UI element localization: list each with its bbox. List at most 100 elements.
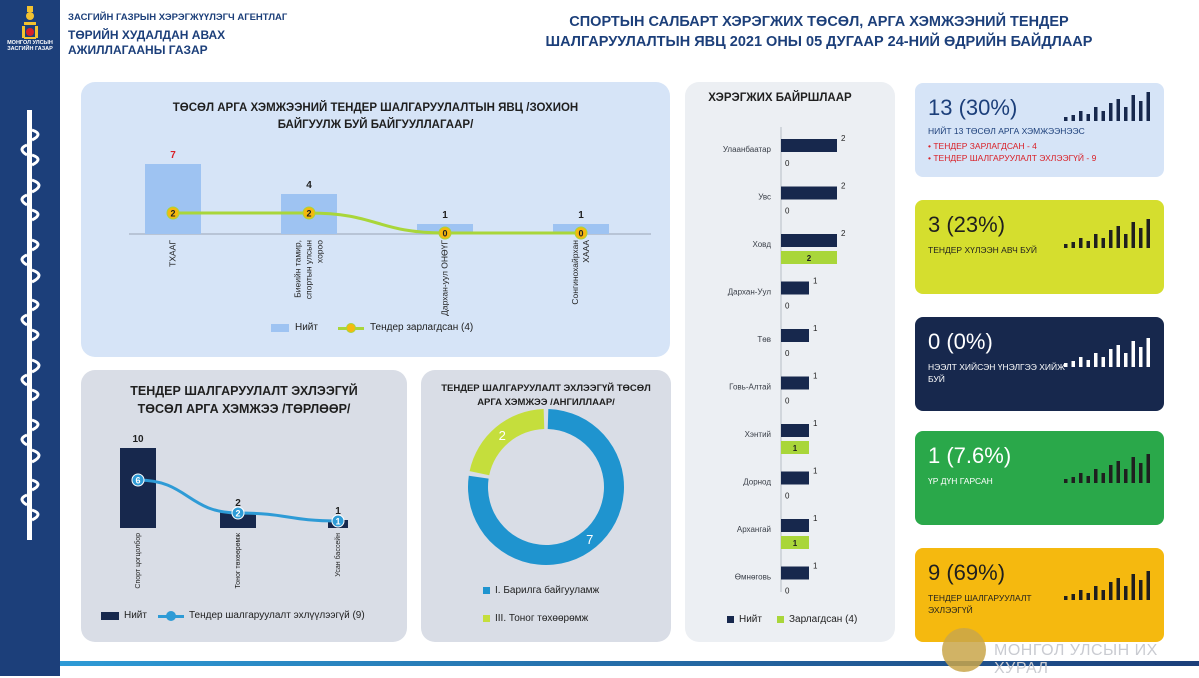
data-label-total: 4 (306, 180, 312, 191)
org-progress-panel: ТӨСӨЛ АРГА ХЭМЖЭЭНИЙ ТЕНДЕР ШАЛГАРУУЛАЛТ… (81, 82, 670, 357)
category-label: Архангай (737, 525, 771, 534)
legend-swatch-total-2 (101, 611, 119, 620)
bar-signal-icon (1064, 454, 1150, 483)
type-legend: Нийт Тендер шалгаруулалт эхлүүлээгүй (9) (101, 610, 365, 621)
category-label: Спорт цогцолбор (134, 533, 142, 589)
type-panel-title-line1: ТЕНДЕР ШАЛГАРУУЛАЛТ ЭХЛЭЭГҮЙ (130, 384, 358, 398)
category-label: Биеийн тамир, (292, 240, 302, 298)
legend-building-label: I. Барилга байгууламж (495, 585, 600, 596)
kpi-card-not-started: 9 (69%) ТЕНДЕР ШАЛГАРУУЛАЛТ ЭХЛЭЭГҮЙ (915, 548, 1164, 642)
signal-bar (1131, 457, 1135, 483)
watermark-text: МОНГОЛ УЛСЫН ИХ ХУРАЛ (994, 642, 1158, 677)
category-panel-title-line2: АРГА ХЭМЖЭЭ /АНГИЛЛААР/ (477, 397, 615, 408)
category-panel: ТЕНДЕР ШАЛГАРУУЛАЛТ ЭХЛЭЭГҮЙ ТӨСӨЛ АРГА … (421, 370, 671, 642)
data-label-announced: 0 (785, 492, 790, 501)
signal-bar (1139, 101, 1143, 121)
kpi-card-result: 1 (7.6%) ҮР ДҮН ГАРСАН (915, 431, 1164, 525)
legend-line-label: Тендер зарлагдсан (4) (369, 322, 474, 333)
signal-bar (1086, 114, 1090, 121)
bar-total (781, 234, 837, 247)
category-label: Увс (758, 193, 771, 202)
data-label-line: 2 (170, 209, 175, 219)
signal-bar (1131, 574, 1135, 600)
signal-bar (1071, 477, 1075, 483)
bar-total (781, 376, 809, 390)
org-progress-legend: Нийт Тендер зарлагдсан (4) (271, 322, 473, 333)
data-label-total: 1 (813, 324, 818, 333)
data-label-total: 1 (578, 210, 584, 221)
category-label: Өмнөговь (735, 573, 771, 582)
category-label: Усан бассейн (334, 533, 342, 577)
page-title-line2: ШАЛГАРУУЛАЛТЫН ЯВЦ 2021 ОНЫ 05 ДУГААР 24… (545, 34, 1093, 50)
bar-total (781, 519, 809, 532)
bar-signal-icon (1064, 92, 1150, 121)
signal-bar (1116, 345, 1120, 367)
signal-bar (1094, 586, 1098, 600)
mongolian-script-graphic (20, 110, 41, 540)
legend-announced-label: Зарлагдсан (4) (788, 614, 858, 625)
kpi-caption: ТЕНДЕР ХҮЛЭЭН АВЧ БУЙ (928, 245, 1038, 255)
location-chart: Улаанбаатар 2 0 Увс 2 0 Ховд 2 2 Дархан-Уул 1 0 Төв 1… (723, 127, 846, 596)
signal-bar (1139, 347, 1143, 367)
signal-bar (1124, 107, 1128, 121)
data-label-announced: 2 (807, 254, 812, 263)
org-progress-title-line2: БАЙГУУЛЖ БУЙ БАЙГУУЛЛАГААР/ (277, 119, 474, 131)
bar-announced (781, 251, 837, 264)
category-label: Улаанбаатар (723, 145, 772, 154)
kpi-caption: НИЙТ 13 ТӨСӨЛ АРГА ХЭМЖЭЭНЭЭС (928, 126, 1085, 136)
signal-bar (1079, 473, 1083, 483)
type-panel-title-line2: ТӨСӨЛ АРГА ХЭМЖЭЭ /ТӨРЛӨӨР/ (137, 402, 351, 416)
bar-signal-icon (1064, 219, 1150, 248)
location-panel: ХЭРЭГЖИХ БАЙРШЛААР Улаанбаатар 2 0 Увс 2 0 Хов… (685, 82, 895, 642)
bar-signal-icon (1064, 338, 1150, 367)
bar-signal-icon (1064, 571, 1150, 600)
kpi-value: 13 (30%) (928, 95, 1018, 120)
line-point (166, 206, 180, 220)
line-point (231, 506, 245, 520)
page-title: СПОРТЫН САЛБАРТ ХЭРЭГЖИХ ТӨСӨЛ, АРГА ХЭМ… (509, 12, 1129, 52)
data-label-total: 1 (813, 372, 818, 381)
agency-name-line2: АЖИЛЛАГААНЫ ГАЗАР (68, 43, 208, 57)
bar-total (781, 471, 809, 485)
data-label-total: 1 (813, 514, 818, 523)
signal-bar (1094, 469, 1098, 483)
signal-bar (1109, 103, 1113, 121)
kpi-card-receiving: 3 (23%) ТЕНДЕР ХҮЛЭЭН АВЧ БУЙ (915, 200, 1164, 294)
bar-total (781, 329, 809, 342)
bar-total (145, 164, 201, 234)
kpi-caption: ТЕНДЕР ШАЛГАРУУЛАЛТ ЭХЛЭЭГҮЙ (928, 593, 1032, 615)
signal-bar (1131, 341, 1135, 367)
parliament-seal-icon (942, 628, 986, 672)
kpi-value: 3 (23%) (928, 212, 1006, 237)
signal-bar (1071, 115, 1075, 121)
signal-bar (1079, 590, 1083, 600)
soyombo-emblem-icon (22, 6, 38, 39)
category-label: ХААА (581, 240, 591, 263)
data-label-announced: 0 (785, 587, 790, 596)
slice-value-label: 2 (499, 428, 506, 443)
legend-swatch-equipment (483, 615, 490, 622)
data-label-announced: 0 (785, 159, 790, 168)
category-label: Төв (757, 335, 771, 344)
signal-bar (1101, 357, 1105, 367)
data-label-announced: 0 (785, 207, 790, 216)
signal-bar (1064, 117, 1068, 121)
kpi-value: 0 (0%) (928, 329, 993, 354)
category-label: ТХААГ (167, 240, 177, 267)
data-label-line: 6 (135, 476, 140, 486)
category-label: Сонгинохайрхан (570, 240, 580, 305)
signal-bar (1064, 596, 1068, 600)
data-label-announced: 1 (793, 444, 798, 453)
data-label-line: 1 (335, 517, 340, 527)
signal-bar (1146, 92, 1150, 121)
kpi-bullet-not-started: ТЕНДЕР ШАЛГАРУУЛАЛТ ЭХЛЭЭГҮЙ - 9 (928, 152, 1096, 164)
signal-bar (1094, 234, 1098, 248)
legend-swatch-total-4 (727, 616, 734, 623)
legend-line-label-2: Тендер шалгаруулалт эхлүүлээгүй (9) (188, 610, 365, 621)
signal-bar (1116, 99, 1120, 121)
agency-name: ТӨРИЙН ХУДАЛДАН АВАХ АЖИЛЛАГААНЫ ГАЗАР (68, 28, 268, 58)
legend-equipment-label: III. Тоног төхөөрөмж (495, 613, 589, 624)
signal-bar (1124, 353, 1128, 367)
location-legend: Нийт Зарлагдсан (4) (727, 614, 857, 625)
signal-bar (1146, 338, 1150, 367)
